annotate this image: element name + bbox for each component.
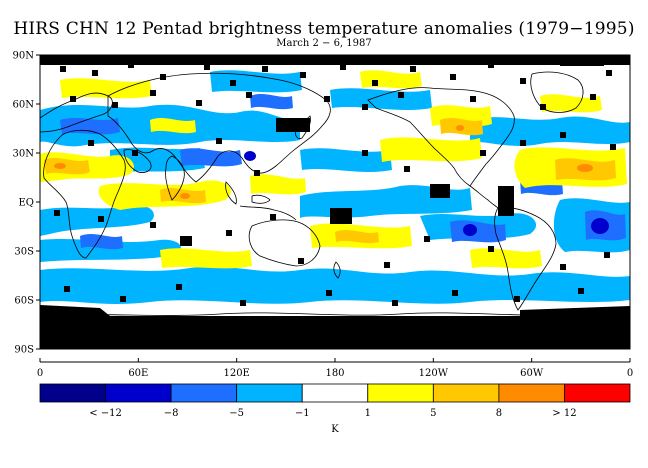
colorbar-swatch — [105, 383, 172, 403]
colorbar-label: > 12 — [552, 408, 576, 419]
colorbar-swatch — [367, 383, 434, 403]
colorbar-swatch — [39, 383, 106, 403]
lon-label: 0 — [627, 368, 633, 379]
coastlines — [40, 71, 630, 317]
latitude-axis: 90N 60N 30N EQ 30S 60S 90S — [13, 51, 40, 356]
map-panel — [39, 54, 631, 350]
colorbar-label: −8 — [164, 408, 179, 419]
longitude-axis: 0 60E 120E 180 120W 60W 0 — [37, 358, 633, 379]
colorbar-swatch — [432, 383, 500, 403]
lat-label: 30S — [14, 247, 34, 258]
lon-label: 60E — [128, 368, 148, 379]
lat-label: 60S — [14, 296, 34, 307]
lon-label: 180 — [325, 368, 344, 379]
lon-label: 120E — [223, 368, 249, 379]
colorbar-label: −5 — [229, 408, 244, 419]
lon-label: 120W — [419, 368, 449, 379]
lat-label: 30N — [13, 149, 35, 160]
chart-subtitle: March 2 − 6, 1987 — [276, 38, 372, 49]
colorbar-label: 5 — [430, 408, 436, 419]
lat-label: 90N — [13, 51, 35, 62]
lat-label: 60N — [13, 100, 35, 111]
colorbar-label: < −12 — [89, 408, 122, 419]
colorbar-swatch — [170, 383, 238, 403]
colorbar-swatch — [301, 383, 369, 403]
dark-orange-regions — [54, 125, 593, 199]
colorbar-label: 1 — [365, 408, 371, 419]
colorbar-label: −1 — [295, 408, 310, 419]
colorbar: < −12 −8 −5 −1 1 5 8 > 12 K — [39, 383, 631, 435]
colorbar-unit: K — [331, 424, 339, 435]
chart-title: HIRS CHN 12 Pentad brightness temperatur… — [13, 19, 635, 39]
lat-label: 90S — [14, 345, 34, 356]
lon-label: 0 — [37, 368, 43, 379]
colorbar-swatch — [236, 383, 303, 403]
dark-blue-regions — [244, 151, 609, 236]
lon-label: 60W — [520, 368, 544, 379]
colorbar-label: 8 — [496, 408, 502, 419]
missing-data — [40, 55, 630, 349]
lat-label: EQ — [19, 198, 35, 209]
colorbar-swatch — [564, 383, 631, 403]
colorbar-swatch — [498, 383, 565, 403]
